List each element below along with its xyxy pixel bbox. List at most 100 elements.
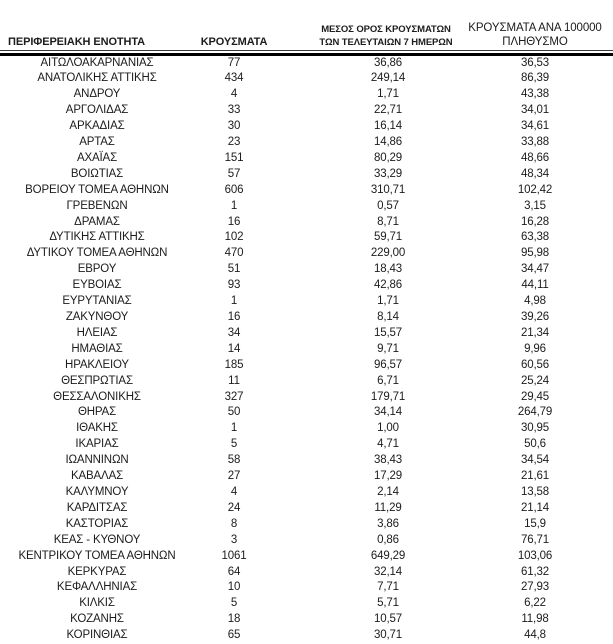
cell-region: ΒΟΡΕΙΟΥ ΤΟΜΕΑ ΑΘΗΝΩΝ [25,183,169,196]
cell-region: ΕΥΡΥΤΑΝΙΑΣ [62,295,132,308]
cell-per100k: 34,54 [520,454,550,467]
cell-region: ΚΑΛΥΜΝΟΥ [65,485,129,498]
cell-region: ΚΕΡΚΥΡΑΣ [67,565,127,578]
cell-per100k: 16,28 [520,215,550,228]
cell-region: ΙΘΑΚΗΣ [76,422,118,435]
cell-per100k: 61,32 [520,565,550,578]
cell-per100k: 60,56 [520,358,550,371]
cell-avg7: 2,14 [377,485,399,498]
cell-cases: 102 [224,231,244,244]
cell-cases: 151 [224,151,244,164]
cell-cases: 33 [227,104,241,117]
cell-avg7: 59,71 [373,231,403,244]
table-row: ΑΧΑΪΑΣ 151 80,29 48,66 [0,151,613,167]
cell-avg7: 229,00 [370,247,406,260]
column-header-avg7-line2: ΤΩΝ ΤΕΛΕΥΤΑΙΩΝ 7 ΗΜΕΡΩΝ [319,36,453,48]
cell-per100k: 34,61 [520,120,550,133]
cell-avg7: 17,29 [373,470,403,483]
table-row: ΑΡΓΟΛΙΔΑΣ 33 22,71 34,01 [0,103,613,119]
cell-cases: 24 [227,501,241,514]
table-row: ΙΚΑΡΙΑΣ 5 4,71 50,6 [0,437,613,453]
cell-cases: 93 [227,279,241,292]
cell-per100k: 86,39 [520,72,550,85]
cell-per100k: 34,47 [520,263,550,276]
cell-region: ΖΑΚΥΝΘΟΥ [65,311,129,323]
cell-cases: 5 [230,438,238,451]
cell-avg7: 16,14 [373,120,403,133]
cell-per100k: 50,6 [524,438,546,451]
cell-region: ΚΕΦΑΛΛΗΝΙΑΣ [56,581,138,594]
cell-avg7: 1,00 [377,422,399,435]
cell-per100k: 36,53 [520,56,550,69]
cell-avg7: 7,71 [377,581,399,594]
cell-region: ΚΑΡΔΙΤΣΑΣ [66,501,128,514]
cell-cases: 11 [228,374,240,387]
cell-region: ΒΟΙΩΤΙΑΣ [70,167,124,180]
table-row: ΒΟΡΕΙΟΥ ΤΟΜΕΑ ΑΘΗΝΩΝ 606 310,71 102,42 [0,183,613,199]
cell-cases: 14 [227,342,241,355]
cell-avg7: 8,14 [377,311,399,323]
table-row: ΚΕΑΣ - ΚΥΘΝΟΥ 3 0,86 76,71 [0,533,613,549]
cell-per100k: 48,66 [520,151,550,164]
cell-cases: 8 [230,517,238,530]
table-row: ΑΙΤΩΛΟΑΚΑΡΝΑΝΙΑΣ 77 36,86 36,53 [0,56,613,72]
table-row: ΚΟΡΙΝΘΙΑΣ 65 30,71 44,8 [0,628,613,644]
cell-region: ΘΕΣΠΡΩΤΙΑΣ [61,374,133,387]
cell-per100k: 44,11 [521,279,549,292]
cell-region: ΚΕΑΣ - ΚΥΘΝΟΥ [53,533,141,546]
cell-region: ΚΑΣΤΟΡΙΑΣ [65,517,129,530]
cell-region: ΔΡΑΜΑΣ [74,215,120,228]
cell-cases: 606 [224,183,244,196]
cell-per100k: 34,01 [520,104,550,117]
cell-per100k: 30,95 [520,422,550,435]
table-row: ΙΩΑΝΝΙΝΩΝ 58 38,43 34,54 [0,453,613,469]
cell-region: ΑΡΤΑΣ [79,136,115,149]
cell-per100k: 21,14 [520,501,550,514]
cell-cases: 58 [227,454,241,467]
table-row: ΔΥΤΙΚΗΣ ΑΤΤΙΚΗΣ 102 59,71 63,38 [0,230,613,246]
cell-per100k: 33,88 [520,136,550,149]
cell-avg7: 38,43 [373,454,403,467]
cell-region: ΗΡΑΚΛΕΙΟΥ [65,358,129,371]
cell-region: ΑΡΓΟΛΙΔΑΣ [65,104,129,117]
cell-per100k: 9,96 [524,342,546,355]
cell-per100k: 39,26 [520,311,550,323]
table-row: ΗΡΑΚΛΕΙΟΥ 185 96,57 60,56 [0,358,613,374]
cell-per100k: 6,22 [524,597,546,610]
cell-per100k: 11,98 [521,613,549,626]
cell-cases: 16 [227,215,241,228]
cell-cases: 64 [227,565,241,578]
table-row: ΗΛΕΙΑΣ 34 15,57 21,34 [0,326,613,342]
table-row: ΚΑΒΑΛΑΣ 27 17,29 21,61 [0,469,613,485]
cell-per100k: 48,34 [520,167,550,180]
cell-avg7: 4,71 [377,438,399,451]
table-row: ΚΑΡΔΙΤΣΑΣ 24 11,29 21,14 [0,501,613,517]
table-row: ΘΗΡΑΣ 50 34,14 264,79 [0,405,613,421]
table-row: ΘΕΣΠΡΩΤΙΑΣ 11 6,71 25,24 [0,374,613,390]
cell-per100k: 21,34 [520,326,550,339]
cell-per100k: 27,93 [520,581,550,594]
cell-per100k: 264,79 [517,406,553,419]
cell-cases: 3 [230,533,238,546]
cell-per100k: 15,9 [524,517,546,530]
cell-region: ΕΒΡΟΥ [77,263,117,276]
cell-region: ΚΙΛΚΙΣ [79,597,115,610]
table-row: ΓΡΕΒΕΝΩΝ 1 0,57 3,15 [0,199,613,215]
cell-avg7: 0,57 [377,199,399,212]
table-row: ΘΕΣΣΑΛΟΝΙΚΗΣ 327 179,71 29,45 [0,390,613,406]
cell-cases: 57 [227,167,241,180]
cell-cases: 27 [227,470,241,483]
cell-region: ΘΗΡΑΣ [77,406,117,419]
table-row: ΚΕΡΚΥΡΑΣ 64 32,14 61,32 [0,565,613,581]
cell-avg7: 34,14 [373,406,403,419]
table-row: ΚΟΖΑΝΗΣ 18 10,57 11,98 [0,612,613,628]
cell-per100k: 13,58 [520,485,550,498]
cell-region: ΔΥΤΙΚΟΥ ΤΟΜΕΑ ΑΘΗΝΩΝ [26,247,168,260]
cell-cases: 327 [224,390,244,403]
cell-cases: 50 [227,406,241,419]
cell-per100k: 95,98 [520,247,550,260]
column-header-region: ΠΕΡΙΦΕΡΕΙΑΚΗ ΕΝΟΤΗΤΑ [8,36,146,48]
cell-region: ΚΕΝΤΡΙΚΟΥ ΤΟΜΕΑ ΑΘΗΝΩΝ [18,549,176,562]
column-header-per100k: ΚΡΟΥΣΜΑΤΑ ΑΝΑ 100000 ΠΛΗΘΥΣΜΟ [468,22,602,49]
